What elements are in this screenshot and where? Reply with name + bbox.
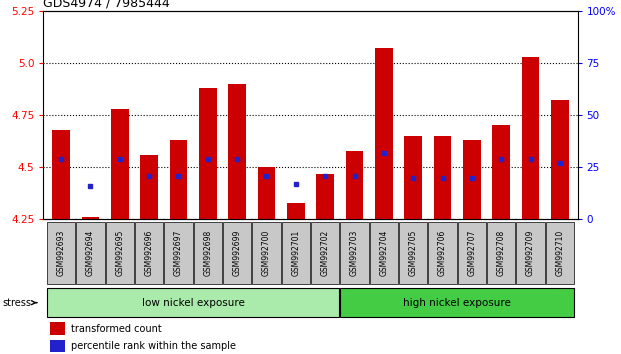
Text: GSM992696: GSM992696 <box>145 230 153 276</box>
Bar <box>433 136 451 219</box>
FancyBboxPatch shape <box>340 222 369 284</box>
Bar <box>81 217 99 219</box>
Bar <box>111 109 129 219</box>
Bar <box>346 150 363 219</box>
Bar <box>258 167 275 219</box>
FancyBboxPatch shape <box>106 222 134 284</box>
FancyBboxPatch shape <box>428 222 456 284</box>
Bar <box>551 101 569 219</box>
Text: GSM992703: GSM992703 <box>350 230 359 276</box>
Text: percentile rank within the sample: percentile rank within the sample <box>71 341 237 351</box>
Bar <box>52 130 70 219</box>
FancyBboxPatch shape <box>311 222 339 284</box>
Text: GSM992706: GSM992706 <box>438 230 447 276</box>
Text: stress: stress <box>2 298 37 308</box>
FancyBboxPatch shape <box>47 222 75 284</box>
FancyBboxPatch shape <box>223 222 252 284</box>
Text: GSM992698: GSM992698 <box>203 230 212 276</box>
Text: GDS4974 / 7985444: GDS4974 / 7985444 <box>43 0 170 10</box>
Text: GSM992707: GSM992707 <box>468 230 476 276</box>
FancyBboxPatch shape <box>194 222 222 284</box>
Bar <box>50 340 65 352</box>
Bar <box>316 173 334 219</box>
Text: GSM992702: GSM992702 <box>320 230 330 276</box>
Bar <box>199 88 217 219</box>
Bar <box>287 203 305 219</box>
Text: GSM992704: GSM992704 <box>379 230 388 276</box>
FancyBboxPatch shape <box>546 222 574 284</box>
Text: GSM992701: GSM992701 <box>291 230 301 276</box>
FancyBboxPatch shape <box>340 288 574 317</box>
Text: GSM992700: GSM992700 <box>262 230 271 276</box>
Bar <box>50 322 65 335</box>
Text: GSM992693: GSM992693 <box>57 230 66 276</box>
Bar <box>404 136 422 219</box>
Bar <box>375 48 392 219</box>
Text: GSM992708: GSM992708 <box>497 230 505 276</box>
FancyBboxPatch shape <box>252 222 281 284</box>
FancyBboxPatch shape <box>369 222 398 284</box>
FancyBboxPatch shape <box>458 222 486 284</box>
Text: transformed count: transformed count <box>71 324 162 333</box>
Bar <box>463 140 481 219</box>
Text: high nickel exposure: high nickel exposure <box>403 298 511 308</box>
Bar <box>492 126 510 219</box>
FancyBboxPatch shape <box>47 288 339 317</box>
Text: GSM992694: GSM992694 <box>86 230 95 276</box>
Bar <box>522 57 540 219</box>
Bar <box>229 84 246 219</box>
FancyBboxPatch shape <box>76 222 104 284</box>
Text: GSM992705: GSM992705 <box>409 230 418 276</box>
Text: GSM992697: GSM992697 <box>174 230 183 276</box>
Text: low nickel exposure: low nickel exposure <box>142 298 245 308</box>
FancyBboxPatch shape <box>165 222 193 284</box>
FancyBboxPatch shape <box>282 222 310 284</box>
FancyBboxPatch shape <box>135 222 163 284</box>
Text: GSM992699: GSM992699 <box>233 230 242 276</box>
Text: GSM992709: GSM992709 <box>526 230 535 276</box>
FancyBboxPatch shape <box>517 222 545 284</box>
Text: GSM992710: GSM992710 <box>555 230 564 276</box>
FancyBboxPatch shape <box>399 222 427 284</box>
Bar <box>170 140 188 219</box>
Bar <box>140 155 158 219</box>
FancyBboxPatch shape <box>487 222 515 284</box>
Text: GSM992695: GSM992695 <box>116 230 124 276</box>
